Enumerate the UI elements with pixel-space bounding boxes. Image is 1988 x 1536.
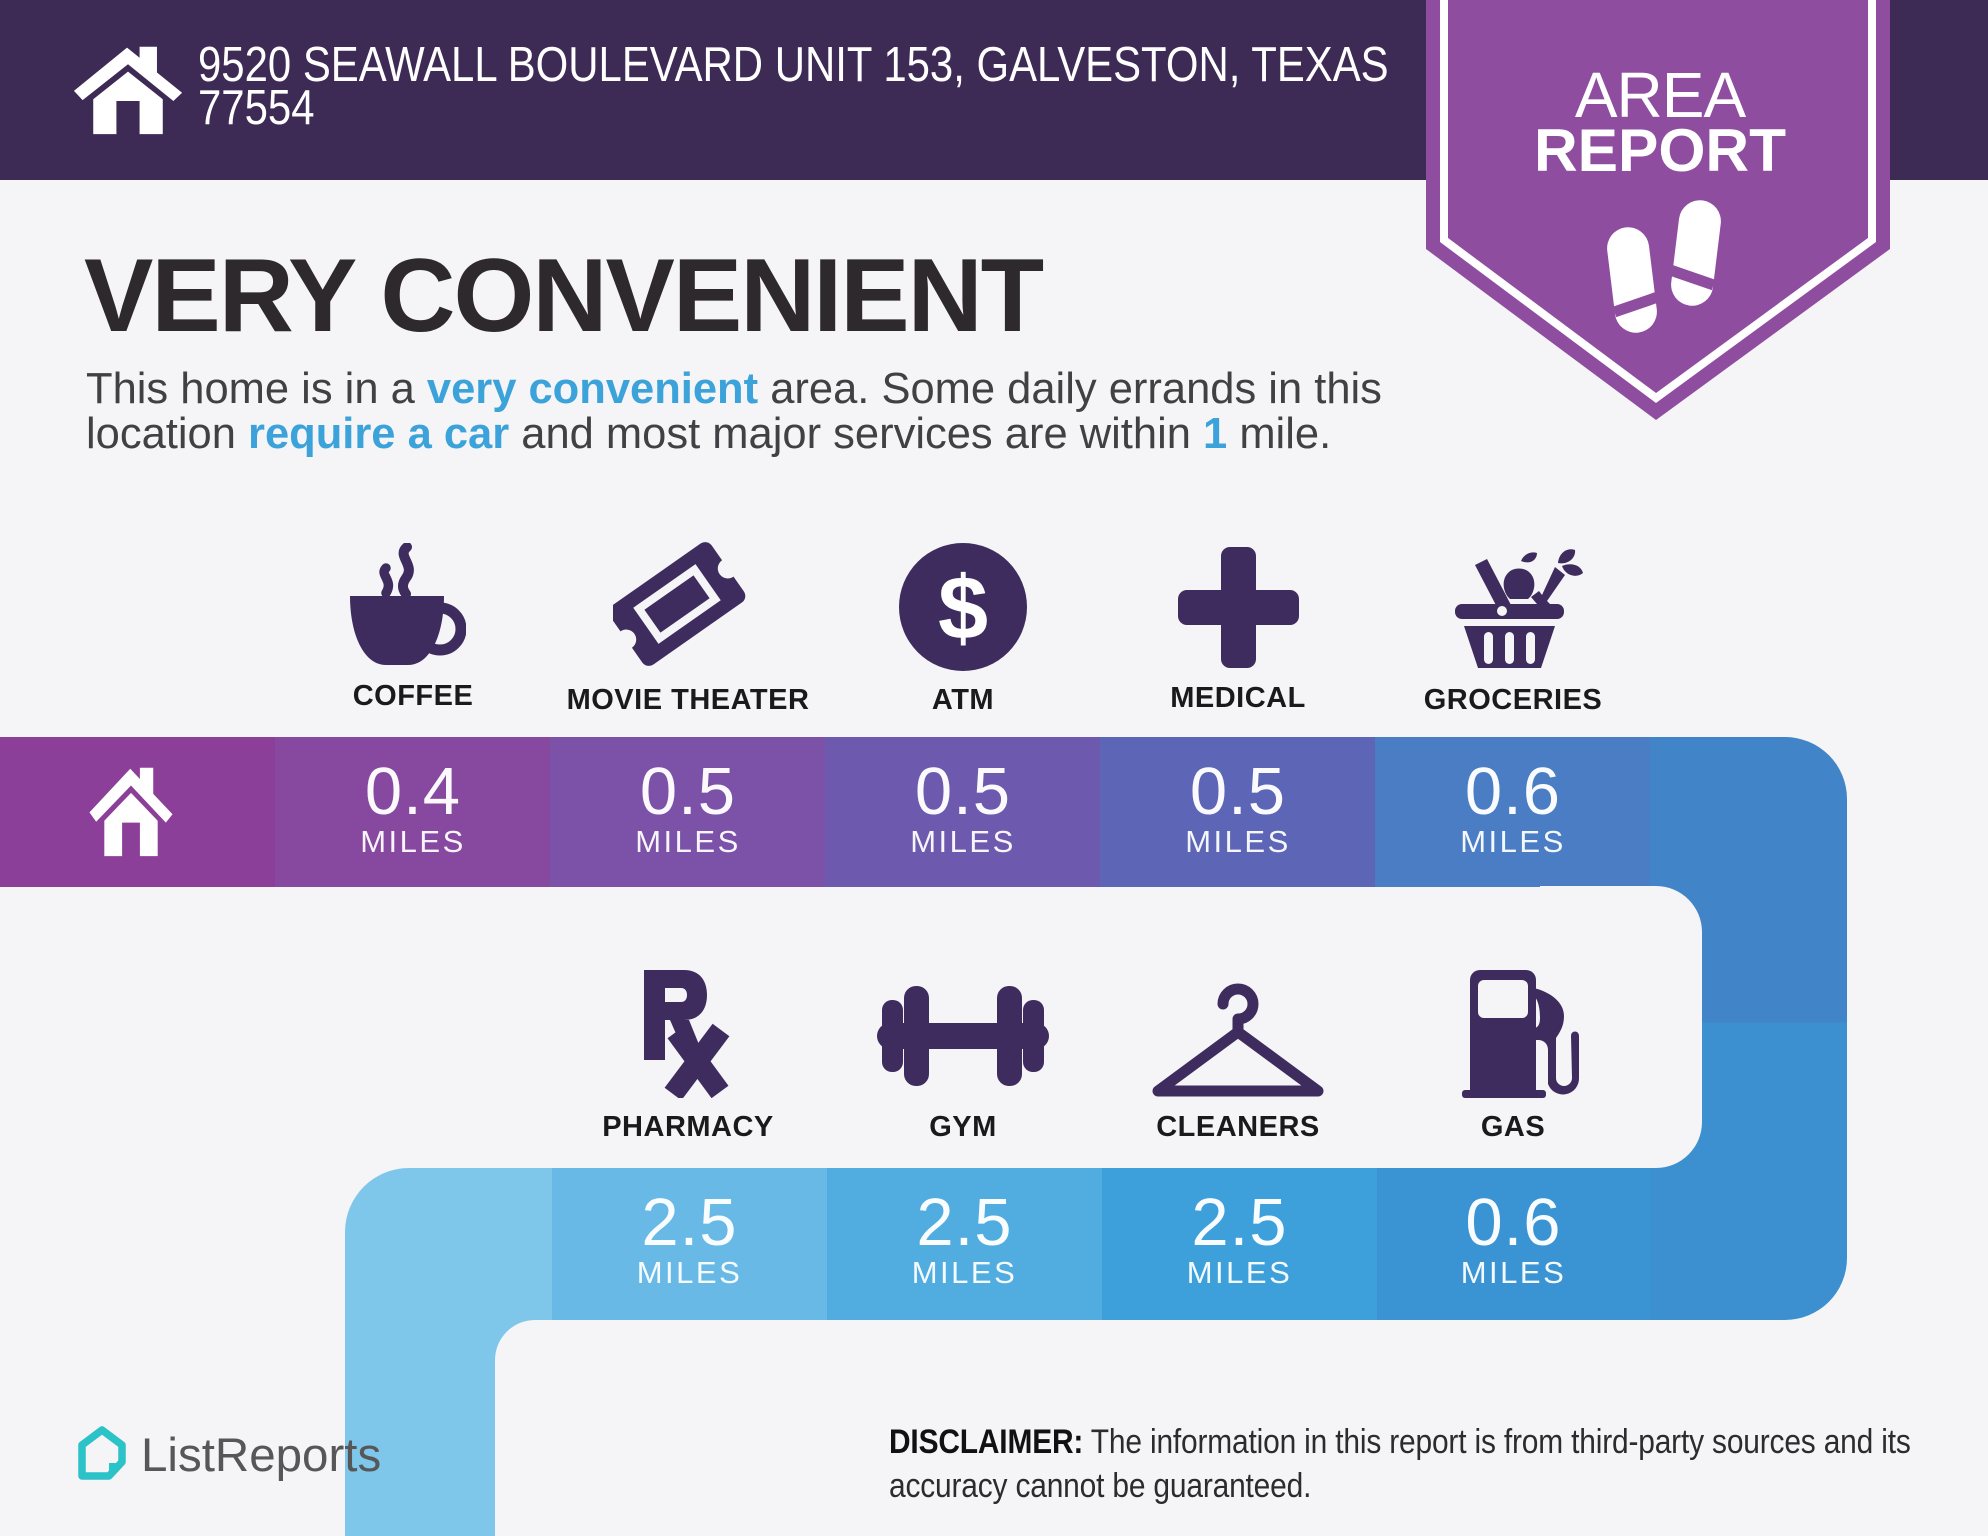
svg-text:AREA: AREA xyxy=(1575,59,1747,131)
svg-text:$: $ xyxy=(938,559,988,659)
svg-text:REPORT: REPORT xyxy=(1534,116,1786,184)
